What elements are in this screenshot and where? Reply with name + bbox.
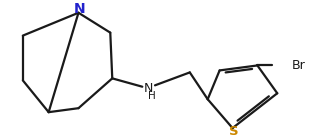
Text: N: N <box>143 82 153 95</box>
Text: N: N <box>74 2 85 16</box>
Text: S: S <box>229 125 238 138</box>
Text: H: H <box>148 91 156 101</box>
Text: Br: Br <box>292 59 306 72</box>
